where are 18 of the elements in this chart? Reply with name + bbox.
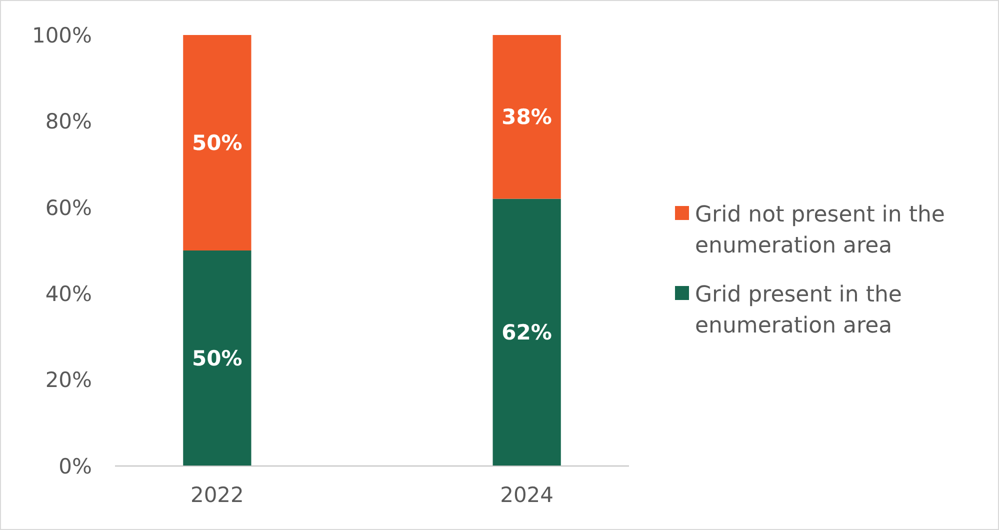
y-tick-label: 60%	[45, 196, 92, 220]
bar	[492, 35, 561, 199]
bar	[492, 198, 561, 466]
data-label: 62%	[502, 320, 552, 345]
y-tick-label: 20%	[45, 368, 92, 392]
data-label: 38%	[502, 105, 552, 130]
y-tick-label: 80%	[45, 110, 92, 134]
y-tick-label: 40%	[45, 282, 92, 306]
bar	[183, 250, 252, 466]
bar	[183, 35, 252, 250]
y-tick-label: 0%	[58, 454, 92, 478]
legend-label: Grid present in the enumeration area	[695, 282, 902, 339]
legend-label: Grid not present in the enumeration area	[695, 202, 945, 259]
y-tick-label: 100%	[32, 23, 92, 48]
x-tick-label: 2022	[190, 483, 244, 507]
data-label: 50%	[192, 346, 242, 371]
x-tick-label: 2024	[500, 483, 554, 507]
data-label: 50%	[192, 131, 242, 156]
